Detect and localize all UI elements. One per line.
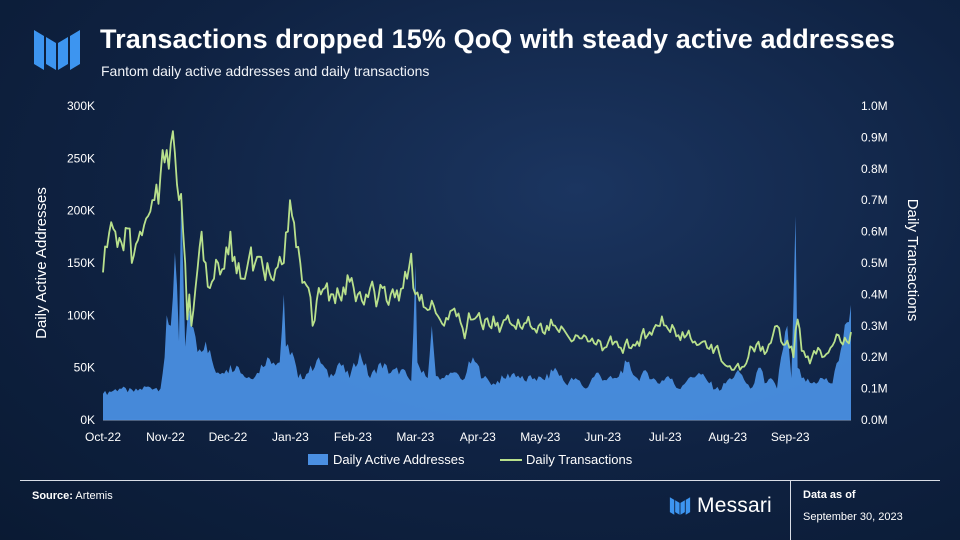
daily-transactions-line (102, 130, 852, 371)
y-left-tick-label: 100K (67, 308, 95, 322)
y-right-tick-label: 0.3M (861, 319, 888, 333)
brand-name: Messari (697, 494, 772, 517)
daily-active-addresses-area (103, 200, 851, 420)
y-right-tick-label: 0.8M (861, 162, 888, 176)
x-tick-label: Jan-23 (272, 430, 309, 444)
x-tick-label: Aug-23 (708, 430, 747, 444)
y-left-tick-label: 200K (67, 204, 95, 218)
messari-logo-icon (34, 30, 80, 70)
y-right-tick-label: 0.4M (861, 287, 888, 301)
source-label: Source: (32, 490, 73, 502)
data-as-of-date: September 30, 2023 (803, 511, 903, 523)
x-tick-label: Jul-23 (649, 430, 682, 444)
y-right-tick-label: 0.2M (861, 350, 888, 364)
y-right-tick-label: 0.5M (861, 256, 888, 270)
y-left-axis-title: Daily Active Addresses (33, 187, 50, 339)
legend: Daily Active Addresses Daily Transactions (308, 452, 633, 467)
area-layer (103, 200, 851, 420)
y-left-tick-label: 0K (80, 413, 95, 427)
y-right-axis-title: Daily Transactions (904, 199, 921, 322)
y-right-tick-label: 1.0M (861, 99, 888, 113)
y-right-tick-label: 0.7M (861, 193, 888, 207)
x-tick-label: Jun-23 (584, 430, 621, 444)
footer-vertical-divider (790, 480, 791, 540)
y-left-tick-label: 300K (67, 99, 95, 113)
legend-swatch-addresses (308, 454, 328, 465)
x-tick-label: Sep-23 (771, 430, 810, 444)
data-as-of-label: Data as of (803, 489, 856, 501)
x-tick-label: May-23 (520, 430, 560, 444)
y-right-tick-label: 0.6M (861, 225, 888, 239)
footer-divider (20, 480, 940, 481)
y-right-tick-label: 0.0M (861, 413, 888, 427)
axis-layer: 0K 50K 100K 150K 200K 250K 300K 0.0M 0.1M 0.2M 0.3… (33, 99, 921, 444)
x-tick-label: Feb-23 (334, 430, 372, 444)
x-tick-label: Dec-22 (209, 430, 248, 444)
source-note: Source: Artemis (32, 490, 113, 502)
x-tick-label: Apr-23 (460, 430, 496, 444)
y-left-tick-label: 150K (67, 256, 95, 270)
brand: Messari (669, 494, 772, 518)
chart-title: Transactions dropped 15% QoQ with steady… (100, 24, 895, 54)
y-left-tick-label: 50K (74, 361, 95, 375)
x-tick-label: Oct-22 (85, 430, 121, 444)
y-left-tick-label: 250K (67, 151, 95, 165)
messari-small-logo-icon (669, 497, 691, 515)
x-tick-label: Nov-22 (146, 430, 185, 444)
y-right-tick-label: 0.9M (861, 130, 888, 144)
source-value: Artemis (75, 490, 113, 502)
chart-subtitle: Fantom daily active addresses and daily … (101, 63, 430, 79)
x-tick-label: Mar-23 (396, 430, 434, 444)
y-right-tick-label: 0.1M (861, 382, 888, 396)
dual-axis-chart: 0K 50K 100K 150K 200K 250K 300K 0.0M 0.1M 0.2M 0.3… (33, 99, 921, 467)
line-layer (102, 130, 852, 371)
legend-label-transactions: Daily Transactions (526, 452, 633, 467)
legend-label-addresses: Daily Active Addresses (333, 452, 465, 467)
